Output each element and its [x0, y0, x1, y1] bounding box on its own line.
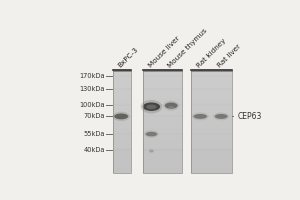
Bar	[113, 70, 130, 173]
Text: Rat kidney: Rat kidney	[196, 37, 227, 69]
Ellipse shape	[194, 114, 207, 119]
Text: Rat liver: Rat liver	[217, 43, 242, 69]
Text: Mouse thymus: Mouse thymus	[167, 27, 208, 69]
Ellipse shape	[168, 106, 174, 109]
Ellipse shape	[146, 105, 157, 109]
Text: BxPC-3: BxPC-3	[117, 46, 140, 69]
Text: 55kDa: 55kDa	[83, 131, 105, 137]
Text: 70kDa: 70kDa	[83, 113, 105, 119]
Ellipse shape	[192, 112, 209, 120]
Ellipse shape	[149, 150, 154, 152]
Ellipse shape	[145, 103, 158, 111]
Text: 170kDa: 170kDa	[79, 73, 105, 79]
Ellipse shape	[143, 102, 160, 111]
Ellipse shape	[144, 130, 159, 138]
Ellipse shape	[146, 132, 157, 136]
Text: Mouse liver: Mouse liver	[147, 35, 181, 69]
Text: 130kDa: 130kDa	[80, 86, 105, 92]
Ellipse shape	[213, 112, 229, 120]
Ellipse shape	[112, 112, 130, 121]
Ellipse shape	[114, 113, 128, 119]
Ellipse shape	[165, 103, 178, 109]
Text: CEP63: CEP63	[238, 112, 262, 121]
Bar	[143, 70, 182, 173]
Text: 40kDa: 40kDa	[83, 147, 105, 153]
Ellipse shape	[149, 149, 154, 153]
Ellipse shape	[140, 100, 162, 113]
Ellipse shape	[163, 101, 179, 111]
Text: 100kDa: 100kDa	[79, 102, 105, 108]
Bar	[191, 70, 232, 173]
Ellipse shape	[215, 114, 228, 119]
Ellipse shape	[168, 105, 175, 109]
